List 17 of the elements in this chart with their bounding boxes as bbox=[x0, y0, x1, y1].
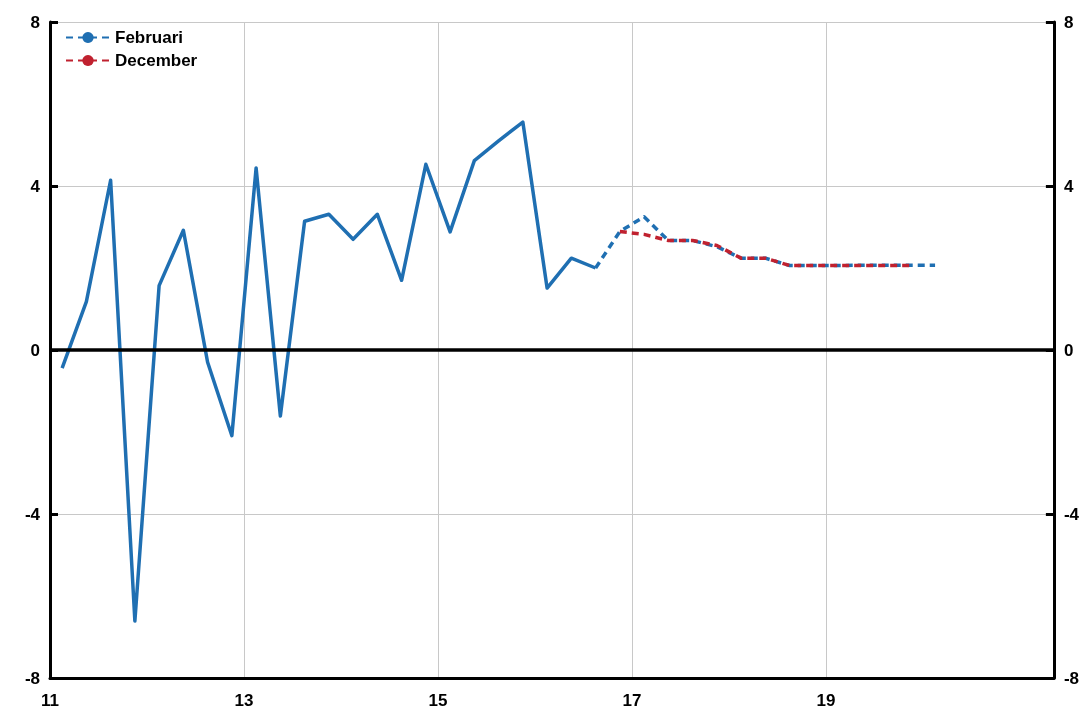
legend-label: Februari bbox=[115, 28, 184, 47]
y-tick-label: 4 bbox=[30, 176, 41, 196]
y-tick-label: -8 bbox=[24, 668, 40, 688]
y-tick-label: -4 bbox=[24, 504, 41, 524]
x-tick-label: 15 bbox=[428, 691, 448, 710]
y2-tick-label: 0 bbox=[1063, 340, 1074, 360]
x-tick-label: 13 bbox=[234, 691, 254, 710]
x-tick-label: 17 bbox=[622, 691, 642, 710]
x-tick-label: 11 bbox=[41, 691, 59, 710]
y-tick-label: 0 bbox=[30, 340, 40, 360]
x-tick-label: 19 bbox=[816, 691, 836, 710]
legend-label: December bbox=[115, 51, 198, 70]
y2-tick-label: 4 bbox=[1063, 176, 1074, 196]
y2-tick-label: -4 bbox=[1063, 504, 1080, 524]
y2-tick-label: -8 bbox=[1063, 668, 1080, 688]
y-tick-label: 8 bbox=[30, 12, 40, 32]
y2-tick-label: 8 bbox=[1063, 12, 1074, 32]
